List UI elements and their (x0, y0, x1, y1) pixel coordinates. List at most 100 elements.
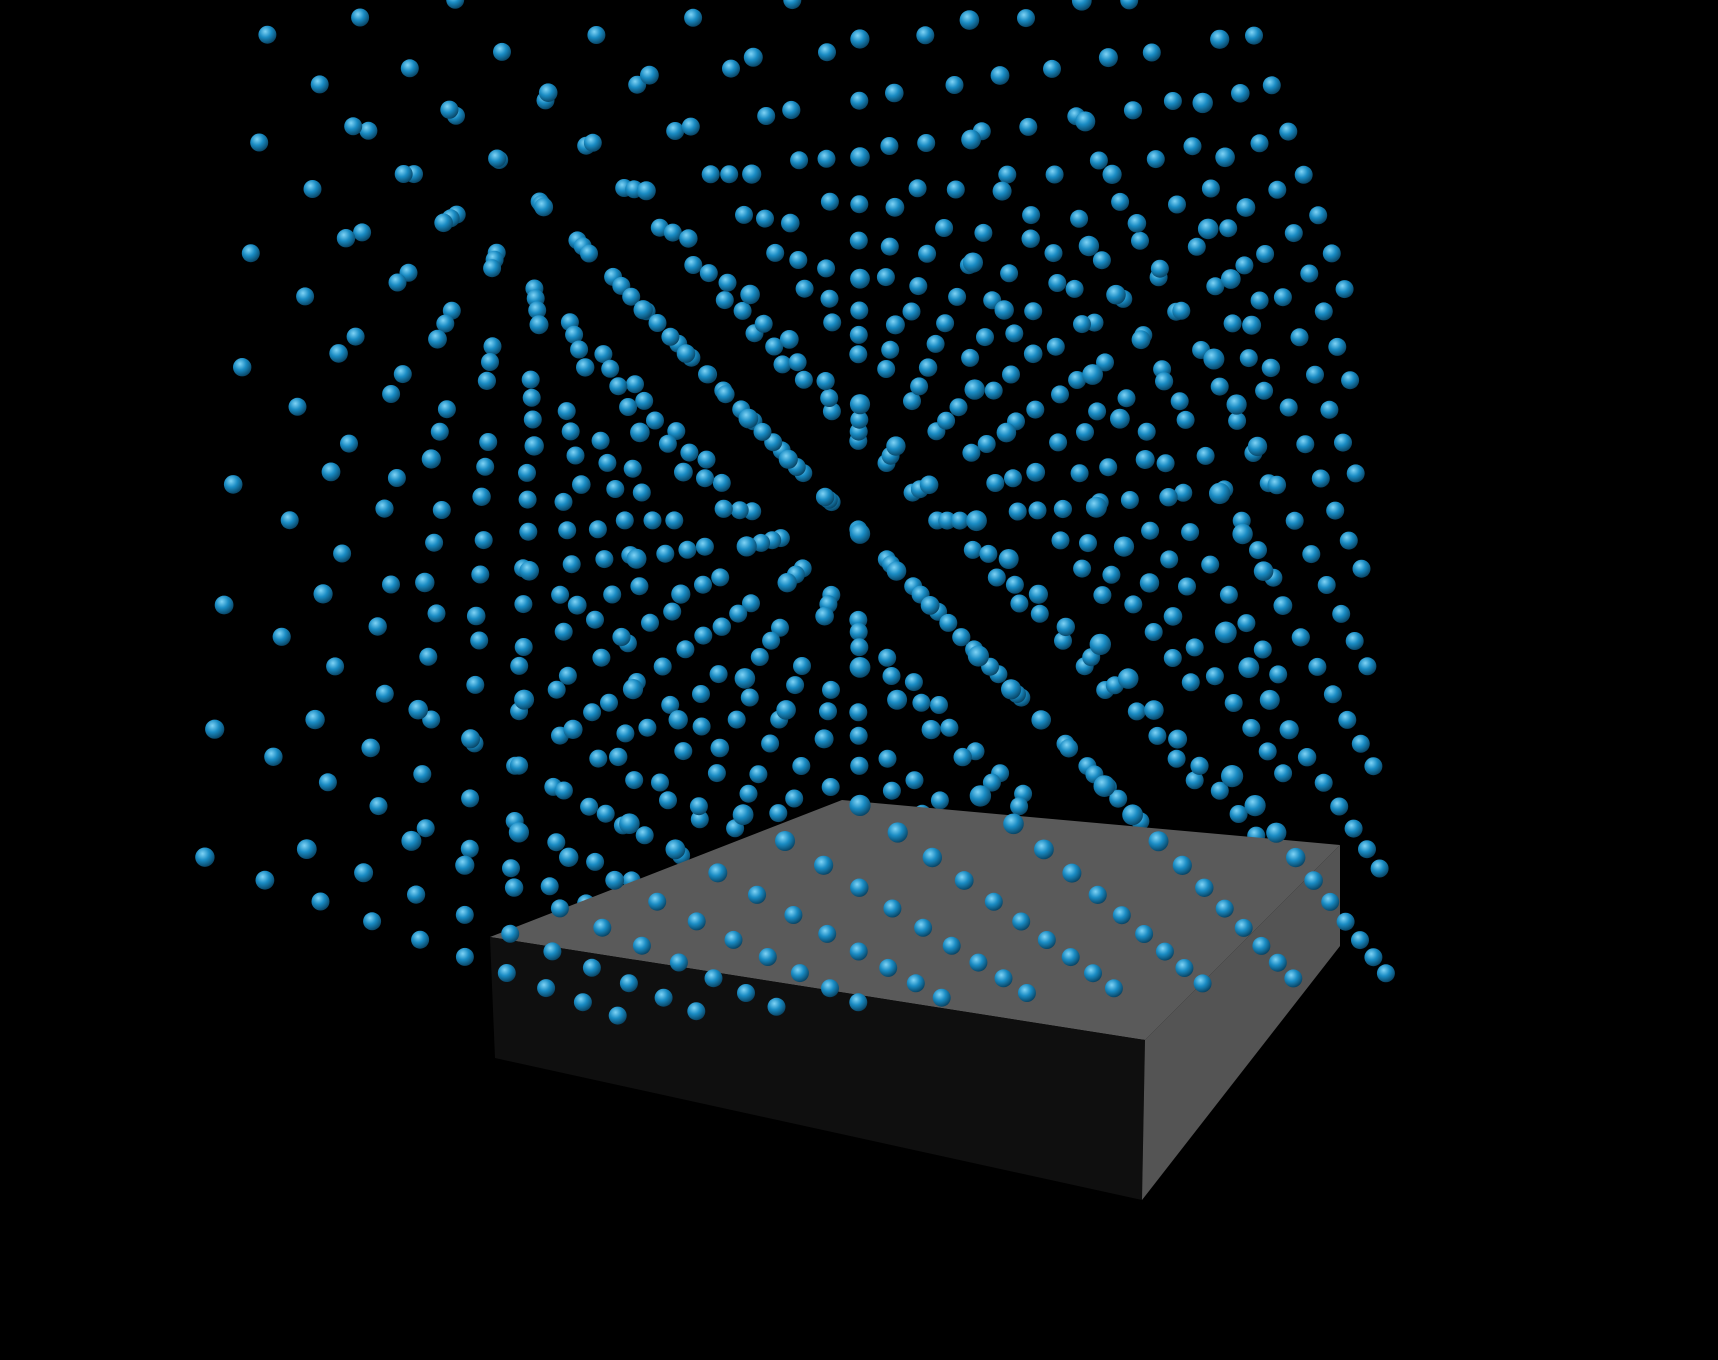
lattice-sphere (497, 964, 516, 982)
lattice-sphere (1124, 595, 1143, 614)
lattice-sphere (849, 231, 868, 250)
lattice-sphere (977, 435, 996, 453)
lattice-sphere (982, 773, 1001, 792)
lattice-sphere (1332, 604, 1351, 623)
lattice-sphere (1099, 458, 1118, 477)
lattice-sphere (1135, 925, 1154, 943)
lattice-sphere (1053, 499, 1072, 519)
lattice-sphere (969, 953, 988, 972)
lattice-sphere (707, 764, 726, 783)
lattice-sphere (518, 490, 537, 509)
lattice-sphere (962, 443, 981, 462)
lattice-sphere (483, 259, 502, 278)
lattice-sphere (1172, 301, 1191, 320)
lattice-sphere (1344, 819, 1363, 838)
lattice-sphere (1010, 797, 1029, 816)
lattice-sphere (474, 531, 493, 550)
lattice-sphere (1139, 573, 1160, 593)
lattice-sphere (419, 647, 438, 666)
lattice-sphere (1351, 931, 1369, 950)
lattice-sphere (882, 781, 901, 800)
lattice-sphere (692, 717, 711, 736)
lattice-sphere (258, 25, 277, 44)
lattice-sphere (311, 892, 330, 911)
lattice-sphere (598, 453, 617, 472)
lattice-sphere (1122, 804, 1143, 826)
lattice-sphere (1093, 775, 1116, 797)
lattice-sphere (1117, 668, 1139, 689)
lattice-sphere (214, 595, 234, 615)
lattice-sphere (1252, 936, 1271, 955)
lattice-sphere (1338, 710, 1357, 729)
lattice-sphere (576, 358, 595, 377)
lattice-sphere (562, 555, 581, 574)
lattice-sphere (223, 475, 243, 494)
lattice-sphere (733, 301, 752, 320)
lattice-sphere (667, 422, 686, 441)
lattice-sphere (998, 549, 1019, 569)
lattice-sphere (996, 422, 1017, 443)
lattice-sphere (739, 784, 758, 803)
lattice-sphere (455, 855, 475, 875)
lattice-sphere (697, 450, 716, 469)
lattice-sphere (633, 300, 653, 320)
lattice-sphere (521, 370, 540, 389)
lattice-sphere (1106, 284, 1126, 305)
lattice-sphere (1224, 694, 1243, 712)
lattice-sphere (255, 870, 275, 890)
lattice-sphere (1279, 720, 1299, 740)
lattice-sphere (583, 133, 602, 152)
lattice-sphere (318, 773, 337, 792)
lattice-sphere (658, 434, 677, 453)
lattice-sphere (1168, 729, 1188, 749)
lattice-sphere (1178, 577, 1196, 596)
lattice-sphere (401, 830, 422, 851)
lattice-sphere (1181, 673, 1200, 692)
lattice-sphere (632, 936, 651, 955)
lattice-sphere (666, 122, 685, 140)
lattice-sphere (264, 747, 283, 766)
lattice-sphere (1156, 454, 1175, 473)
lattice-sphere (1070, 464, 1089, 483)
lattice-sphere (1229, 805, 1248, 823)
lattice-sphere (1026, 462, 1046, 482)
lattice-sphere (336, 229, 356, 248)
lattice-sphere (818, 43, 836, 62)
lattice-sphere (1159, 488, 1178, 507)
lattice-sphere (1234, 918, 1253, 937)
lattice-sphere (1175, 959, 1194, 977)
lattice-sphere (346, 327, 365, 346)
lattice-sphere (850, 638, 869, 657)
lattice-sphere (750, 648, 769, 666)
lattice-sphere (1088, 885, 1107, 905)
lattice-sphere (1075, 111, 1096, 132)
lattice-sphere (466, 606, 486, 626)
lattice-sphere (1294, 165, 1313, 184)
lattice-sphere (470, 631, 489, 650)
lattice-sphere (1219, 585, 1238, 604)
lattice-sphere (635, 391, 654, 410)
lattice-sphere (879, 958, 898, 977)
lattice-sphere (588, 520, 607, 539)
lattice-sphere (942, 936, 961, 955)
lattice-sphere (1002, 365, 1020, 384)
lattice-sphere (1023, 344, 1043, 364)
lattice-sphere (434, 213, 453, 233)
lattice-sphere (695, 537, 714, 556)
lattice-sphere (382, 385, 401, 403)
lattice-sphere (1088, 402, 1107, 421)
lattice-sphere (1043, 59, 1061, 78)
lattice-sphere (591, 431, 610, 450)
lattice-sphere (1084, 964, 1102, 983)
lattice-sphere (917, 134, 936, 152)
lattice-sphere (1226, 394, 1247, 415)
lattice-sphere (916, 26, 935, 45)
lattice-sphere (886, 436, 906, 456)
lattice-sphere (1174, 483, 1193, 502)
lattice-sphere (1210, 781, 1229, 800)
lattice-sphere (522, 388, 541, 407)
lattice-sphere (547, 680, 566, 699)
lattice-sphere (724, 930, 743, 949)
lattice-sphere (1231, 84, 1250, 103)
